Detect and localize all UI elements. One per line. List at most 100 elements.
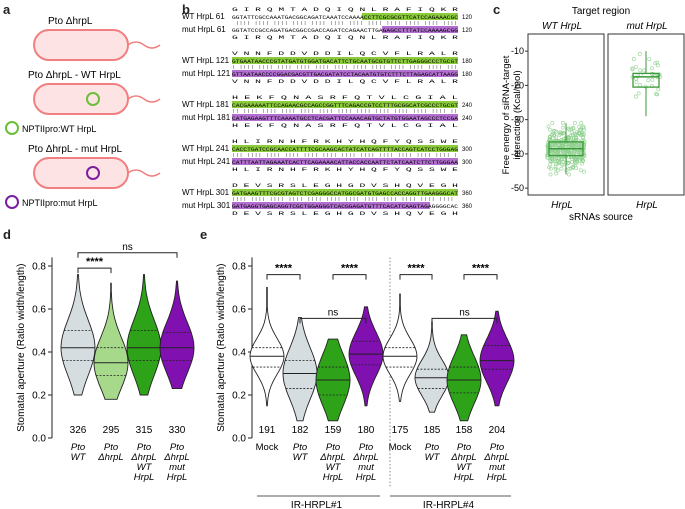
wt-row-label: WT HrpL 301 (182, 188, 230, 197)
legend-wt-plasmid-icon (5, 121, 19, 135)
d-xtick-label: Pto (71, 442, 85, 453)
wt-highlight (232, 189, 458, 196)
e-group-label: IR-HRPL#4 (423, 500, 475, 509)
e-y-tick-label: 0.4 (232, 348, 246, 359)
wt-nt-row: GTGAATAACCCGTATGATGTGGATGACATTCTGCAATGCG… (232, 58, 459, 65)
data-point (581, 125, 586, 130)
wt-highlight (232, 101, 458, 108)
wt-row-label: WT HrpL 61 (182, 12, 225, 21)
e-xtick-label: Pto (490, 442, 504, 453)
d-y-tick-label: 0.2 (32, 391, 46, 402)
data-point (577, 125, 582, 129)
d-sig-bracket-2 (77, 252, 178, 258)
wt-highlight (232, 57, 458, 64)
mut-highlight (232, 114, 458, 121)
wt-nt-row: CACGAAAAATTCCAGAACGCCAGCCGGTTTCAGACCGTCC… (232, 102, 459, 109)
wt-row-label: WT HrpL 181 (182, 100, 230, 109)
frame-mut (607, 33, 685, 196)
strain-label-1: Pto ΔhrpL (48, 16, 93, 27)
panel-c-xtick-wt: HrpL (551, 200, 573, 211)
aa-top-row: V N N F D D V D D I L Q C V F L R A L R (232, 51, 458, 57)
aa-bottom-row: D E V S R S L E G H G D V S H Q V E G H (232, 211, 458, 217)
aa-bottom-row: H L I R N H F R K H Y H Q F Y Q S S W E (232, 167, 458, 173)
e-violin (348, 306, 384, 407)
data-point (557, 150, 562, 155)
panel-c-ylabel-1: Free energy of siRNA-target (501, 55, 512, 174)
data-point (561, 125, 565, 130)
data-point (642, 68, 647, 73)
d-xtick-label: ΔhrpL (163, 452, 189, 463)
wt-row-end: 300 (462, 147, 473, 153)
data-point (579, 130, 584, 135)
data-point (578, 128, 583, 133)
wt-plasmid-icon (86, 92, 100, 106)
data-point (638, 68, 643, 73)
data-point (554, 135, 559, 140)
data-point (577, 153, 582, 157)
d-xtick-label: HrpL (134, 472, 155, 483)
wt-nt-row: GGTATTCGCCAAATGACGGCAGATCAAATCCAAAACCTTC… (232, 14, 459, 21)
panel-e-chart: 0.0 0.2 0.4 0.6 0.8 Stomatal aperture (Ratio … (216, 257, 515, 509)
e-xtick-label: Pto (425, 442, 439, 453)
d-xtick-label: WT (137, 462, 153, 473)
panel-c-ylabel-2: interaction (Kcal/mol) (512, 70, 523, 159)
mut-row-end: 360 (462, 204, 473, 210)
data-point (656, 87, 661, 92)
panel-c-title: Target region (572, 6, 630, 17)
aa-top-row: H E K F Q N A S R F Q T V L C G I A L (232, 95, 458, 101)
wt-row-end: 360 (462, 191, 473, 197)
data-point (546, 124, 551, 129)
y-tick-label: -20 (511, 80, 524, 90)
mut-row-label: mut HrpL 301 (182, 201, 231, 210)
wt-row-end: 180 (462, 59, 473, 65)
d-xtick-label: Pto (170, 442, 184, 453)
e-xtick-label: mut (358, 462, 374, 473)
e-xtick-label: HrpL (323, 472, 344, 483)
e-y-tick-label: 0.6 (232, 305, 246, 316)
d-n-label: 295 (103, 425, 120, 436)
mut-nt-row: GGTATCCGCCAGATGACGGCCGACCAGATCCAGAACTTGA… (232, 27, 458, 34)
y-tick-label: -10 (511, 46, 524, 56)
wt-row-end: 240 (462, 103, 473, 109)
e-n-label: 180 (358, 425, 375, 436)
data-point (655, 60, 660, 65)
data-point (646, 78, 651, 83)
d-violin (60, 274, 96, 396)
panel-label-c: c (493, 2, 501, 17)
data-point (561, 144, 566, 148)
data-point (582, 169, 586, 174)
mut-row-label: mut HrpL 61 (182, 25, 226, 34)
data-point (574, 136, 578, 141)
flagellum-1 (127, 41, 161, 49)
mut-nt-row: GATGAGGTGAGCAGGTCGCTGGAGGGTCACGGAGATGTTT… (232, 203, 459, 210)
bacterium-cell-3 (33, 157, 129, 189)
mut-row-label: mut HrpL 181 (182, 113, 231, 122)
e-sig-bracket-b (463, 274, 498, 280)
aa-bottom-row: V N N F D D V D D I L Q C V F L R A L R (232, 79, 458, 85)
data-point (561, 121, 565, 125)
e-xtick-label: Pto (359, 442, 373, 453)
d-xtick-label: mut (169, 462, 185, 473)
mut-row-end: 300 (462, 160, 473, 166)
e-y-tick-label: 0.8 (232, 262, 246, 273)
e-xtick-label: ΔhrpL (319, 452, 345, 463)
aa-bottom-row: H E K F Q N A S R F Q T V L C G I A L (232, 123, 458, 129)
data-point (548, 172, 553, 177)
d-n-label: 326 (70, 425, 87, 436)
e-n-label: 175 (392, 425, 409, 436)
e-sig-bracket-a (399, 274, 433, 280)
mut-row-end: 240 (462, 116, 473, 122)
data-point (575, 150, 580, 155)
e-violin (479, 310, 515, 407)
panel-label-b: b (182, 2, 190, 17)
d-sig-bracket-1 (77, 267, 112, 274)
e-n-label: 191 (259, 425, 276, 436)
data-point (653, 61, 658, 66)
wt-highlight (362, 13, 458, 20)
aa-bottom-row: G I R Q M T A D Q I Q N L R A F I Q K R (232, 35, 458, 41)
e-sig-bracket-ns (431, 317, 498, 324)
data-point (563, 157, 568, 162)
panel-c-xlabel: sRNAs source (569, 212, 633, 223)
data-point (555, 150, 560, 155)
e-violin (249, 287, 285, 407)
